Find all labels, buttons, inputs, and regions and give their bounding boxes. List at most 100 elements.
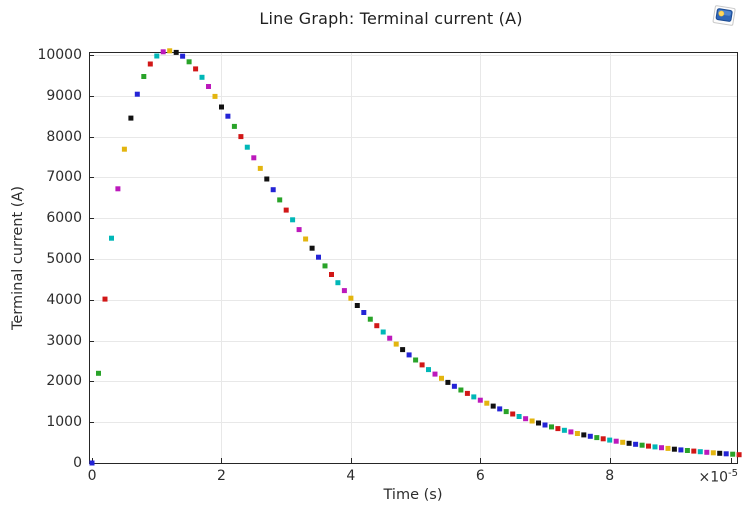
data-point-marker: [251, 155, 257, 161]
data-point-marker: [607, 437, 613, 443]
data-point-marker: [464, 390, 470, 396]
data-point-marker: [335, 280, 341, 286]
data-point-marker: [678, 447, 684, 453]
data-point-marker: [490, 403, 496, 409]
data-point-marker: [147, 61, 153, 67]
data-point-marker: [238, 134, 244, 140]
data-point-marker: [264, 176, 270, 182]
data-point-marker: [633, 441, 639, 447]
data-point-marker: [303, 236, 309, 242]
data-point-marker: [587, 433, 593, 439]
data-point-marker: [613, 438, 619, 444]
x-tick-label: 4: [346, 468, 356, 484]
data-point-marker: [484, 400, 490, 406]
y-tick-label: 7000: [46, 169, 82, 186]
data-point-marker: [231, 123, 237, 129]
data-point-marker: [671, 446, 677, 452]
data-point-marker: [367, 316, 373, 322]
data-point-marker: [186, 59, 192, 65]
data-point-marker: [374, 323, 380, 329]
data-point-marker: [380, 329, 386, 335]
y-tick-label: 6000: [46, 210, 82, 227]
data-point-marker: [102, 296, 108, 302]
exponent-power: -5: [728, 468, 738, 479]
data-point-marker: [173, 49, 179, 55]
data-point-marker: [503, 409, 509, 415]
data-point-marker: [160, 49, 166, 55]
data-point-marker: [393, 341, 399, 347]
data-point-marker: [316, 254, 321, 260]
data-point-marker: [523, 416, 529, 422]
data-point-marker: [445, 379, 451, 385]
data-point-marker: [206, 84, 211, 89]
data-point-marker: [684, 448, 690, 453]
data-point-marker: [704, 449, 710, 455]
data-point-marker: [354, 303, 360, 308]
data-point-marker: [620, 439, 626, 445]
y-tick-label: 0: [73, 455, 82, 471]
y-tick-label: 10000: [37, 47, 82, 64]
data-point-marker: [96, 370, 101, 376]
data-point-marker: [594, 435, 600, 441]
x-axis-title: Time (s): [383, 487, 443, 503]
data-point-marker: [199, 74, 205, 80]
data-point-marker: [561, 427, 567, 433]
data-point-marker: [361, 310, 367, 315]
y-tick-label: 4000: [46, 291, 82, 308]
data-point-marker: [154, 53, 160, 59]
data-point-marker: [329, 272, 334, 277]
data-point-marker: [283, 207, 289, 213]
data-point-marker: [413, 357, 419, 363]
data-point-marker: [400, 347, 406, 353]
y-tick-label: 1000: [46, 414, 82, 431]
exponent-base: ×10: [698, 469, 729, 486]
y-tick-label: 8000: [46, 128, 82, 145]
data-point-marker: [568, 429, 574, 435]
x-tick-label: 6: [475, 468, 485, 484]
data-point-marker: [348, 295, 354, 301]
y-tick-label: 2000: [46, 373, 82, 390]
data-point-marker: [471, 394, 477, 400]
data-point-marker: [723, 451, 729, 457]
data-point-marker: [212, 93, 218, 99]
data-point-marker: [432, 371, 438, 377]
data-point-marker: [341, 288, 347, 294]
data-point-marker: [296, 227, 302, 233]
data-point-marker: [574, 431, 580, 436]
data-point-marker: [406, 352, 412, 358]
data-point-marker: [89, 460, 95, 466]
data-point-marker: [225, 113, 231, 119]
y-axis-title: Terminal current (A): [10, 185, 26, 331]
y-tick-label: 3000: [46, 332, 82, 349]
x-axis-exponent: ×10-5: [698, 468, 738, 486]
data-point-marker: [646, 443, 651, 449]
data-point-marker: [322, 263, 328, 269]
data-point-marker: [497, 406, 503, 412]
data-point-marker: [121, 146, 127, 152]
data-point-marker: [600, 436, 606, 442]
plot-title: Line Graph: Terminal current (A): [259, 9, 523, 28]
data-point-marker: [439, 375, 444, 381]
data-point-marker: [141, 74, 147, 79]
data-point-marker: [697, 449, 703, 455]
data-point-marker: [529, 418, 535, 424]
x-tick-label: 2: [216, 468, 226, 484]
y-tick-label: 9000: [46, 87, 82, 104]
data-point-marker: [244, 144, 250, 150]
data-point-marker: [659, 445, 664, 451]
data-point-marker: [581, 432, 587, 438]
data-point-marker: [542, 422, 548, 428]
data-point-marker: [458, 387, 464, 393]
data-point-marker: [710, 450, 716, 456]
plot-window-icon: [710, 2, 738, 30]
data-point-marker: [134, 91, 140, 97]
y-tick-label: 5000: [46, 251, 82, 267]
data-point-marker: [626, 440, 632, 446]
data-point-marker: [736, 452, 742, 458]
data-point-marker: [387, 335, 393, 341]
data-point-marker: [109, 235, 114, 241]
data-point-marker: [180, 53, 186, 59]
data-point-marker: [555, 426, 561, 432]
data-point-marker: [477, 397, 483, 403]
